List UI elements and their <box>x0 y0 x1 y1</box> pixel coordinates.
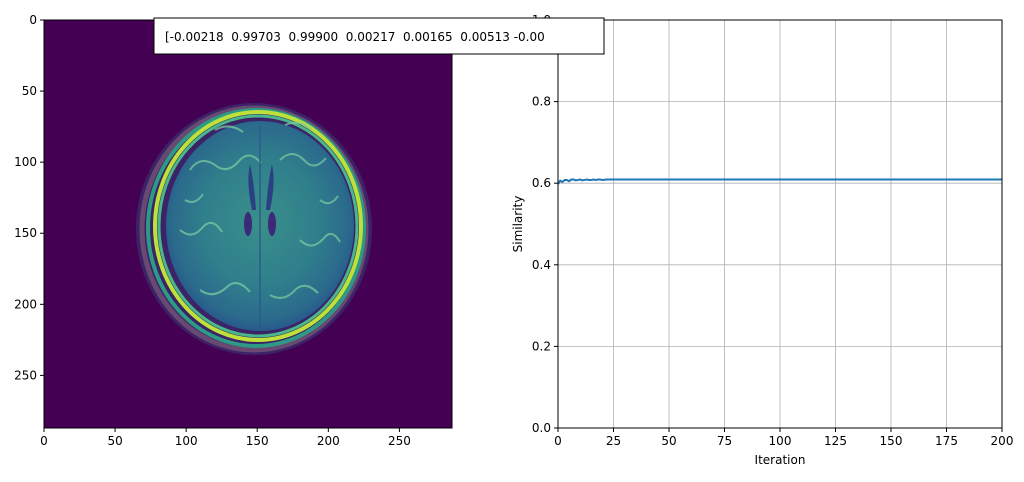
y-axis-label: Similarity <box>511 196 525 253</box>
x-tick-label: 125 <box>824 434 847 448</box>
image-x-tick-label: 150 <box>246 434 269 448</box>
x-tick-label: 25 <box>606 434 621 448</box>
image-x-tick-label: 100 <box>175 434 198 448</box>
image-y-axis: 0 50 100 150 200 250 <box>14 13 44 382</box>
image-x-tick-label: 250 <box>388 434 411 448</box>
image-y-tick-label: 100 <box>14 155 37 169</box>
image-x-tick-label: 50 <box>107 434 122 448</box>
y-tick-label: 0.6 <box>532 176 551 190</box>
image-panel: 0 50 100 150 200 250 0 50 100 150 200 250 <box>14 13 453 448</box>
x-tick-label: 0 <box>554 434 562 448</box>
image-y-tick-label: 150 <box>14 226 37 240</box>
y-tick-label: 0.8 <box>532 95 551 109</box>
similarity-series-line <box>557 178 1002 185</box>
brain-mri-image <box>136 103 372 355</box>
image-y-tick-label: 250 <box>14 368 37 382</box>
annotation-box <box>153 17 605 55</box>
x-tick-label: 175 <box>935 434 958 448</box>
image-x-axis: 0 50 100 150 200 250 <box>40 428 411 448</box>
x-tick-label: 150 <box>880 434 903 448</box>
image-y-tick-label: 200 <box>14 297 37 311</box>
image-x-tick-label: 0 <box>40 434 48 448</box>
y-axis: 0.00.20.40.60.81.0 <box>532 13 558 435</box>
x-tick-label: 100 <box>769 434 792 448</box>
x-axis: 0 25 50 75 100 125 150 175 200 <box>554 428 1013 448</box>
image-y-tick-label: 0 <box>29 13 37 27</box>
annotation-text: [-0.00218 0.99703 0.99900 0.00217 0.0016… <box>165 30 545 44</box>
image-y-tick-label: 50 <box>22 84 37 98</box>
y-tick-label: 0.4 <box>532 258 551 272</box>
y-tick-label: 0.2 <box>532 339 551 353</box>
x-tick-label: 200 <box>991 434 1014 448</box>
image-x-tick-label: 200 <box>317 434 340 448</box>
x-tick-label: 75 <box>717 434 732 448</box>
x-axis-label: Iteration <box>755 453 806 467</box>
x-tick-label: 50 <box>661 434 676 448</box>
y-tick-label: 0.0 <box>532 421 551 435</box>
parameter-annotation: [-0.00218 0.99703 0.99900 0.00217 0.0016… <box>153 17 605 55</box>
